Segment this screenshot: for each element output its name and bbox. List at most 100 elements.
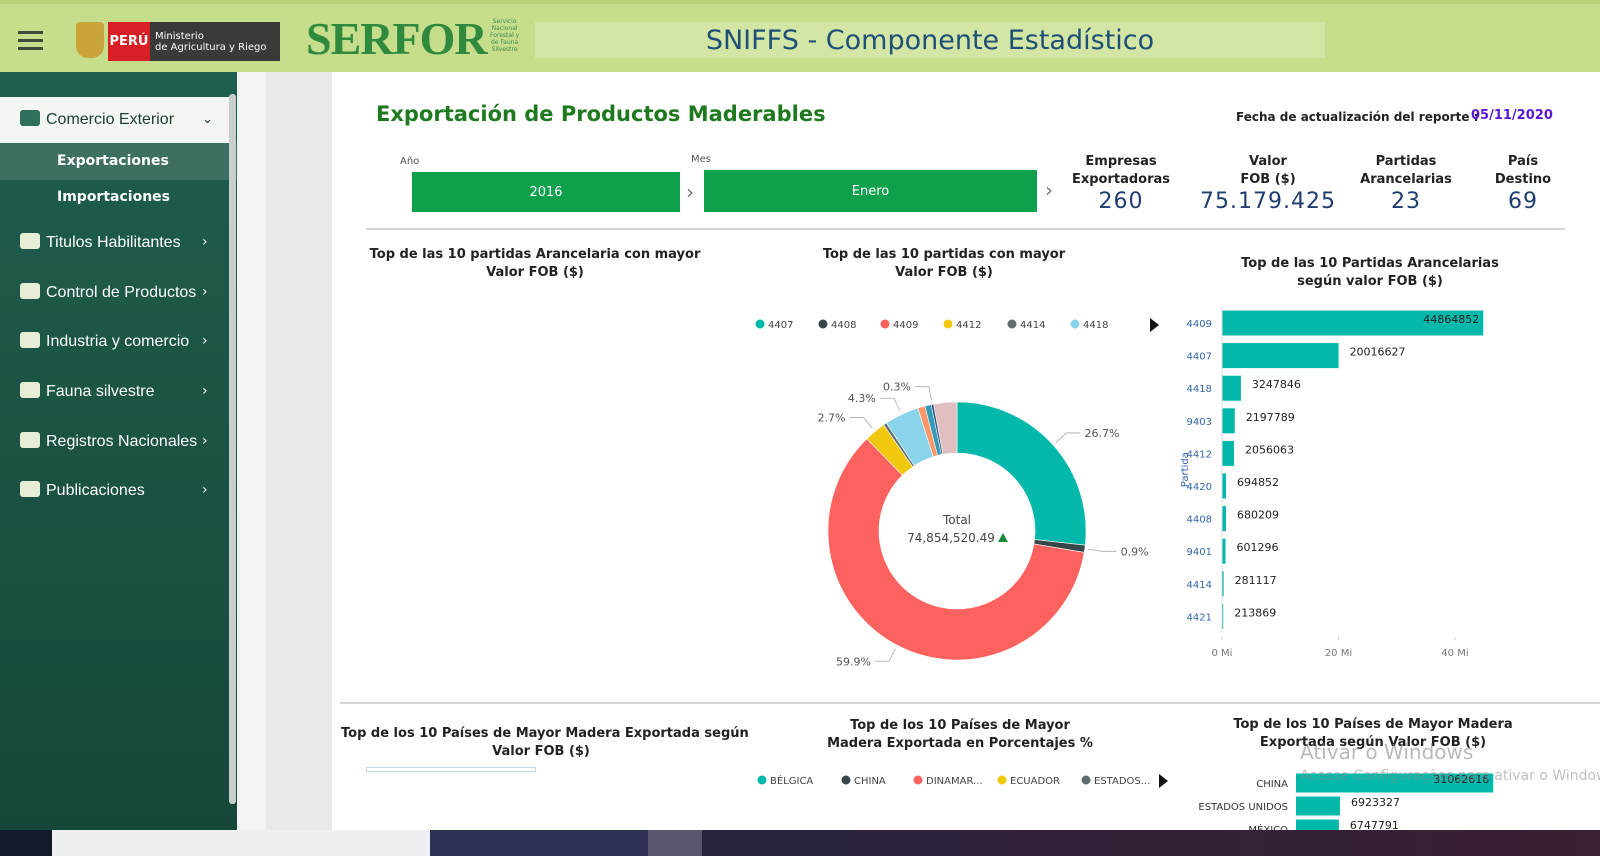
donut-slice	[933, 401, 958, 455]
category-label: 4418	[1187, 384, 1212, 395]
legend-swatch	[818, 319, 828, 329]
gutter	[237, 72, 266, 830]
leader-line	[879, 397, 901, 412]
submenu-item[interactable]: Exportaciones	[57, 153, 169, 169]
data-label: 44864852	[1423, 313, 1479, 326]
bar	[1222, 473, 1227, 499]
menu-item[interactable]: Fauna silvestre	[20, 382, 155, 401]
data-label: 4.3%	[848, 392, 876, 405]
chevron: ›	[202, 433, 208, 449]
title-line: según valor FOB ($)	[1297, 274, 1443, 289]
tagline-line: Silvestre	[491, 46, 518, 53]
kpi-value: 75.179.425	[1200, 189, 1336, 214]
center-value: 74,854,520.49	[907, 531, 995, 545]
kpi-label: Arancelarias	[1360, 172, 1452, 187]
x-tick-label: 20 Mi	[1325, 648, 1352, 659]
bar	[1222, 343, 1339, 369]
category-label: 4421	[1187, 612, 1212, 623]
chevron: ⌄	[202, 112, 213, 127]
filter-month[interactable]: Enero	[704, 170, 1037, 212]
category-label: 9403	[1187, 417, 1212, 428]
report-title: Exportación de Productos Maderables	[376, 102, 826, 126]
menu-item[interactable]: Titulos Habilitantes	[20, 233, 181, 252]
tagline-line: de Fauna	[490, 39, 519, 46]
submenu-active[interactable]	[0, 143, 237, 180]
legend-label: 4418	[1083, 320, 1108, 331]
menu-item[interactable]: Industria y comercio	[20, 332, 189, 351]
title-line: Exportada según Valor FOB ($)	[1259, 735, 1487, 750]
legend-label: BÉLGICA	[770, 774, 813, 787]
panel-title: Top de las 10 partidas con mayor Valor F…	[744, 246, 1144, 282]
menu-item[interactable]: Registros Nacionales	[20, 432, 197, 451]
taskbar-start[interactable]	[0, 830, 52, 856]
submenu-item[interactable]: Importaciones	[57, 189, 170, 205]
menu-label: Industria y comercio	[46, 333, 190, 350]
kpi-label: Destino	[1494, 172, 1552, 187]
leader-line	[849, 417, 873, 429]
kpi-label: País	[1507, 154, 1539, 169]
data-label: 2.7%	[818, 412, 846, 425]
x-tick-label: 0 Mi	[1212, 648, 1233, 659]
kpi-label: Partidas	[1375, 154, 1437, 169]
data-label: 2056063	[1245, 443, 1294, 456]
category-label: 4414	[1187, 580, 1212, 591]
bar	[1222, 603, 1224, 629]
chevron: ›	[686, 180, 694, 204]
legend-swatch	[943, 319, 953, 329]
data-label: 680209	[1237, 509, 1279, 522]
legend-label: ECUADOR	[1010, 776, 1060, 787]
chevron: ›	[202, 482, 208, 498]
filter-year[interactable]: 2016	[412, 172, 680, 212]
menu-label: Titulos Habilitantes	[46, 234, 181, 251]
trend-icon	[998, 533, 1008, 542]
menu-item[interactable]: Control de Productos	[20, 283, 196, 302]
menu-button[interactable]	[18, 31, 43, 55]
bar	[1222, 506, 1226, 532]
tagline-line: Servicio	[492, 18, 517, 25]
panel-title: Top de los 10 Países de Mayor Madera Exp…	[341, 725, 749, 761]
kpi-label: FOB ($)	[1240, 172, 1296, 187]
watermark-text: Acesse Configurações para ativar o Windo…	[1300, 768, 1600, 784]
category-label: ESTADOS UNIDOS	[1198, 802, 1288, 813]
y-axis-label: Partida	[1180, 452, 1191, 487]
bar	[1222, 375, 1241, 401]
data-label: 20016627	[1350, 346, 1406, 359]
category-label: 4409	[1187, 319, 1212, 330]
divider	[340, 702, 1600, 704]
data-label: 694852	[1237, 476, 1279, 489]
category-label: 4408	[1187, 515, 1212, 526]
data-label: 0.9%	[1121, 545, 1149, 558]
menu-label: Publicaciones	[46, 482, 145, 499]
taskbar-app[interactable]	[648, 830, 702, 856]
taskbar-search[interactable]	[52, 830, 430, 856]
scrollbar	[229, 94, 236, 804]
legend-label: 4414	[1020, 320, 1045, 331]
filter-label: Mes	[691, 154, 711, 165]
legend-label: DINAMAR...	[926, 776, 983, 787]
filter-label: Año	[400, 156, 420, 167]
menu-label: Registros Nacionales	[46, 433, 198, 450]
data-label: 0.3%	[883, 381, 911, 394]
title-line: Top de las 10 Partidas Arancelarias	[1241, 256, 1499, 271]
legend-next[interactable]	[1150, 318, 1159, 332]
app-title: SNIFFS - Componente Estadístico	[535, 22, 1325, 58]
data-label: 59.9%	[836, 655, 871, 668]
data-label: 31062616	[1433, 773, 1489, 786]
tagline-line: Nacional	[491, 25, 518, 32]
legend-next[interactable]	[1159, 774, 1168, 788]
data-label: 213869	[1234, 606, 1276, 619]
taskbar-app[interactable]	[430, 830, 650, 856]
menu-item[interactable]: Publicaciones	[20, 481, 145, 500]
title-line: Top de las 10 partidas con mayor	[822, 247, 1066, 262]
chevron: ›	[202, 284, 208, 300]
category-label: CHINA	[1256, 779, 1288, 790]
legend-swatch	[757, 775, 767, 785]
bar	[1222, 310, 1484, 336]
x-tick-label: 40 Mi	[1441, 648, 1468, 659]
legend-label: 4407	[768, 320, 793, 331]
center-label: Total	[942, 513, 971, 527]
chevron: ›	[202, 333, 208, 349]
leader-line	[1088, 548, 1117, 552]
menu-item[interactable]: Comercio Exterior	[20, 110, 174, 129]
legend-label: ESTADOS...	[1094, 776, 1150, 787]
